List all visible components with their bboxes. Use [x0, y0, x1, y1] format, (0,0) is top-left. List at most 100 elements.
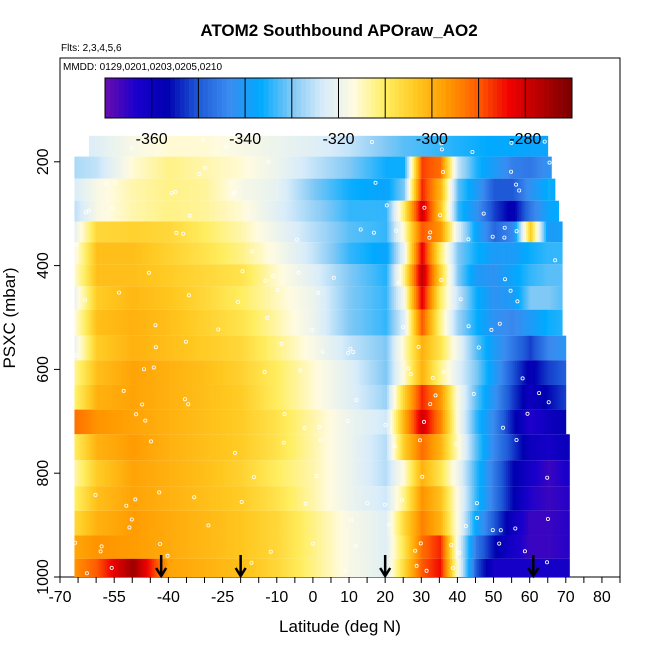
heatmap-cell — [477, 535, 480, 559]
heatmap-cell — [347, 286, 350, 310]
heatmap-cell — [228, 460, 231, 487]
heatmap-cell — [489, 510, 493, 536]
heatmap-cell — [381, 335, 384, 361]
heatmap-cell — [128, 135, 131, 157]
heatmap-cell — [446, 535, 449, 559]
heatmap-cell — [278, 178, 281, 201]
heatmap-cell — [287, 221, 290, 243]
heatmap-cell — [488, 510, 491, 536]
heatmap-cell — [137, 200, 140, 222]
heatmap-cell — [170, 178, 173, 201]
heatmap-cell — [265, 434, 269, 461]
heatmap-cell — [262, 309, 265, 336]
heatmap-cell — [233, 486, 236, 511]
heatmap-cell — [493, 535, 496, 559]
heatmap-cell — [379, 486, 382, 511]
heatmap-cell — [556, 360, 559, 385]
heatmap-cell — [365, 409, 368, 435]
heatmap-cell — [137, 242, 140, 265]
heatmap-cell — [553, 360, 556, 385]
heatmap-cell — [101, 286, 104, 310]
heatmap-cell — [444, 221, 447, 243]
heatmap-cell — [330, 360, 334, 385]
heatmap-cell — [542, 535, 545, 559]
heatmap-cell — [85, 309, 88, 336]
heatmap-cell — [511, 264, 514, 287]
heatmap-cell — [307, 535, 310, 559]
heatmap-cell — [175, 242, 178, 265]
heatmap-cell — [526, 178, 529, 201]
heatmap-cell — [433, 286, 437, 310]
heatmap-cell — [231, 360, 234, 385]
heatmap-cell — [88, 384, 92, 410]
heatmap-cell — [455, 178, 458, 201]
heatmap-cell — [287, 242, 290, 265]
heatmap-cell — [168, 178, 171, 201]
heatmap-cell — [110, 558, 113, 577]
heatmap-cell — [471, 360, 475, 385]
heatmap-cell — [388, 286, 391, 310]
heatmap-cell — [426, 242, 429, 265]
heatmap-cell — [405, 156, 408, 179]
heatmap-cell — [520, 460, 523, 487]
heatmap-cell — [240, 510, 243, 536]
heatmap-cell — [103, 178, 106, 201]
heatmap-cell — [341, 286, 345, 310]
heatmap-cell — [83, 309, 86, 336]
heatmap-cell — [273, 486, 276, 511]
heatmap-cell — [547, 335, 550, 361]
heatmap-cell — [424, 135, 428, 157]
heatmap-cell — [87, 286, 90, 310]
heatmap-cell — [106, 409, 110, 435]
heatmap-cell — [255, 558, 258, 577]
heatmap-cell — [444, 156, 447, 179]
heatmap-cell — [377, 264, 381, 287]
heatmap-cell — [567, 486, 570, 511]
heatmap-cell — [446, 510, 449, 536]
heatmap-cell — [338, 242, 341, 265]
heatmap-cell — [363, 409, 366, 435]
heatmap-cell — [273, 335, 276, 361]
heatmap-cell — [486, 135, 489, 157]
heatmap-cell — [560, 409, 563, 435]
heatmap-cell — [526, 384, 529, 410]
heatmap-cell — [477, 510, 480, 536]
heatmap-cell — [327, 242, 330, 265]
heatmap-cell — [508, 309, 511, 336]
heatmap-cell — [274, 286, 278, 310]
heatmap-cell — [108, 178, 111, 201]
heatmap-cell — [78, 221, 81, 243]
heatmap-cell — [289, 200, 292, 222]
heatmap-cell — [396, 409, 399, 435]
heatmap-cell — [233, 135, 236, 157]
heatmap-cell — [137, 335, 140, 361]
heatmap-cell — [220, 460, 223, 487]
heatmap-cell — [119, 286, 122, 310]
heatmap-cell — [164, 510, 167, 536]
heatmap-cell — [181, 434, 184, 461]
heatmap-cell — [553, 335, 556, 361]
heatmap-cell — [477, 221, 480, 243]
heatmap-cell — [457, 156, 460, 179]
heatmap-cell — [215, 264, 218, 287]
heatmap-cell — [101, 200, 104, 222]
heatmap-cell — [461, 135, 464, 157]
heatmap-cell — [106, 335, 110, 361]
heatmap-cell — [224, 486, 227, 511]
heatmap-cell — [540, 409, 543, 435]
heatmap-cell — [544, 309, 547, 336]
heatmap-cell — [446, 460, 449, 487]
heatmap-cell — [231, 409, 234, 435]
heatmap-cell — [226, 178, 229, 201]
heatmap-cell — [455, 156, 458, 179]
heatmap-cell — [435, 221, 438, 243]
heatmap-cell — [177, 460, 180, 487]
heatmap-cell — [320, 409, 323, 435]
heatmap-cell — [517, 309, 520, 336]
heatmap-cell — [139, 178, 142, 201]
heatmap-cell — [401, 434, 404, 461]
heatmap-cell — [233, 384, 236, 410]
heatmap-cell — [396, 360, 399, 385]
heatmap-cell — [468, 434, 471, 461]
heatmap-cell — [323, 264, 326, 287]
